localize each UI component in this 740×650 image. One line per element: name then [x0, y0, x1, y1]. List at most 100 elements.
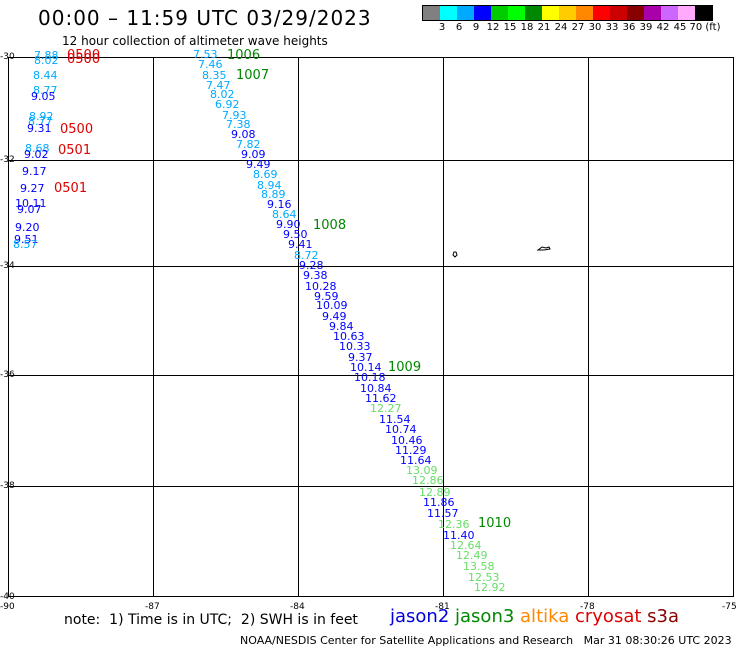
- y-axis-label: -32: [0, 155, 15, 165]
- legend-swatch: [525, 6, 542, 20]
- satellite-legend-jason3: jason3: [455, 606, 521, 627]
- wave-height-value: 9.49: [246, 158, 271, 171]
- wave-height-value: 11.62: [365, 392, 397, 405]
- wave-height-value: 9.02: [24, 148, 49, 161]
- color-legend-bar: [422, 5, 713, 21]
- wave-height-value: 8.69: [253, 168, 278, 181]
- satellite-legend-cryosat: cryosat: [574, 606, 648, 627]
- x-axis-label: -87: [145, 602, 160, 612]
- wave-height-value: 11.40: [443, 529, 475, 542]
- legend-swatch: [542, 6, 559, 20]
- wave-height-value: 11.29: [395, 444, 427, 457]
- grid-line-lon-81: [443, 57, 444, 597]
- legend-swatch: [678, 6, 695, 20]
- map-subtitle: 12 hour collection of altimeter wave hei…: [62, 34, 328, 48]
- wave-height-value: 7.93: [222, 109, 247, 122]
- wave-height-value: 8.92: [29, 110, 54, 123]
- wave-height-value: 8.44: [33, 69, 58, 82]
- wave-height-value: 8.77: [33, 84, 58, 97]
- grid-line-lat-32: [8, 160, 734, 161]
- wave-height-value: 12.92: [474, 581, 506, 594]
- grid-line-lat-36: [8, 375, 734, 376]
- legend-label: 9: [472, 22, 480, 33]
- legend-swatch: [457, 6, 474, 20]
- wave-height-value: 13.09: [406, 464, 438, 477]
- wave-height-value: 9.09: [241, 148, 266, 161]
- legend-label: 30: [588, 22, 602, 33]
- wave-height-value: 8.77: [28, 115, 53, 128]
- x-axis-label: -78: [580, 602, 595, 612]
- grid-line-lon-78: [588, 57, 589, 597]
- y-axis-label: -34: [0, 261, 15, 271]
- wave-height-value: 9.08: [231, 128, 256, 141]
- wave-height-value: 7.82: [236, 138, 261, 151]
- legend-swatch: [559, 6, 576, 20]
- legend-swatch: [661, 6, 678, 20]
- cycle-pass-label: 1007: [236, 68, 270, 83]
- legend-swatch: [593, 6, 610, 20]
- legend-label: 3: [438, 22, 446, 33]
- legend-swatch: [627, 6, 644, 20]
- map-title: 00:00 – 11:59 UTC 03/29/2023: [38, 6, 372, 30]
- y-axis-label: -40: [0, 592, 15, 602]
- legend-label: 12: [486, 22, 500, 33]
- wave-height-value: 10.28: [305, 280, 337, 293]
- wave-height-value: 9.49: [322, 310, 347, 323]
- wave-height-value: 7.38: [226, 118, 251, 131]
- wave-height-value: 9.90: [276, 218, 301, 231]
- legend-label: 45: [673, 22, 687, 33]
- x-axis-label: -81: [435, 602, 450, 612]
- island-shape: [536, 246, 551, 251]
- wave-height-value: 12.27: [370, 402, 402, 415]
- wave-height-value: 7.46: [198, 58, 223, 71]
- legend-swatch: [491, 6, 508, 20]
- wave-height-value: 7.53: [193, 48, 218, 61]
- x-axis-label: -90: [0, 602, 15, 612]
- satellite-legend-jason2: jason2: [390, 606, 456, 627]
- satellite-legend-s3a: s3a: [647, 606, 680, 627]
- wave-height-value: 11.86: [423, 496, 455, 509]
- legend-swatch: [440, 6, 457, 20]
- x-axis-label: -84: [290, 602, 305, 612]
- wave-height-value: 8.02: [210, 88, 235, 101]
- legend-swatch: [695, 6, 712, 20]
- wave-height-value: 8.89: [261, 188, 286, 201]
- legend-label: 15: [503, 22, 517, 33]
- wave-height-value: 9.17: [22, 165, 47, 178]
- footer-note: note: 1) Time is in UTC; 2) SWH is in fe…: [64, 612, 358, 628]
- grid-line-lat-38: [8, 486, 734, 487]
- cycle-pass-label: 0501: [58, 143, 92, 158]
- legend-label: 36: [622, 22, 636, 33]
- cycle-pass-label: 0500: [67, 52, 101, 67]
- wave-height-value: 8.64: [272, 208, 297, 221]
- legend-swatch: [474, 6, 491, 20]
- grid-line-lat-34: [8, 266, 734, 267]
- wave-height-value: 8.68: [25, 142, 50, 155]
- wave-height-value: 12.89: [419, 486, 451, 499]
- cycle-pass-label: 0500: [67, 48, 101, 63]
- legend-swatch: [508, 6, 525, 20]
- legend-label: 70 (ft): [689, 22, 721, 33]
- cycle-pass-label: 0501: [54, 181, 88, 196]
- y-axis-label: -38: [0, 481, 15, 491]
- wave-height-value: 12.53: [468, 571, 500, 584]
- legend-label: 18: [520, 22, 534, 33]
- color-legend-labels: 3 6 9 12 15 18 21 24 27 30 33 36 39 42 45 70 (ft): [422, 22, 740, 34]
- wave-height-value: 7.88: [34, 49, 59, 62]
- legend-label: 33: [605, 22, 619, 33]
- wave-height-value: 9.50: [283, 228, 308, 241]
- cycle-pass-label: 1006: [227, 48, 261, 63]
- grid-line-lon-87: [153, 57, 154, 597]
- wave-height-value: 10.46: [391, 434, 423, 447]
- x-axis-label: -75: [722, 602, 737, 612]
- wave-height-value: 10.18: [354, 371, 386, 384]
- wave-height-value: 8.35: [202, 69, 227, 82]
- wave-height-value: 12.36: [438, 518, 470, 531]
- wave-height-value: 11.57: [427, 507, 459, 520]
- wave-height-value: 6.92: [215, 98, 240, 111]
- wave-height-value: 12.64: [450, 539, 482, 552]
- wave-height-value: 9.16: [267, 198, 292, 211]
- wave-height-value: 10.09: [316, 299, 348, 312]
- legend-label: 39: [639, 22, 653, 33]
- wave-height-value: 9.31: [27, 122, 52, 135]
